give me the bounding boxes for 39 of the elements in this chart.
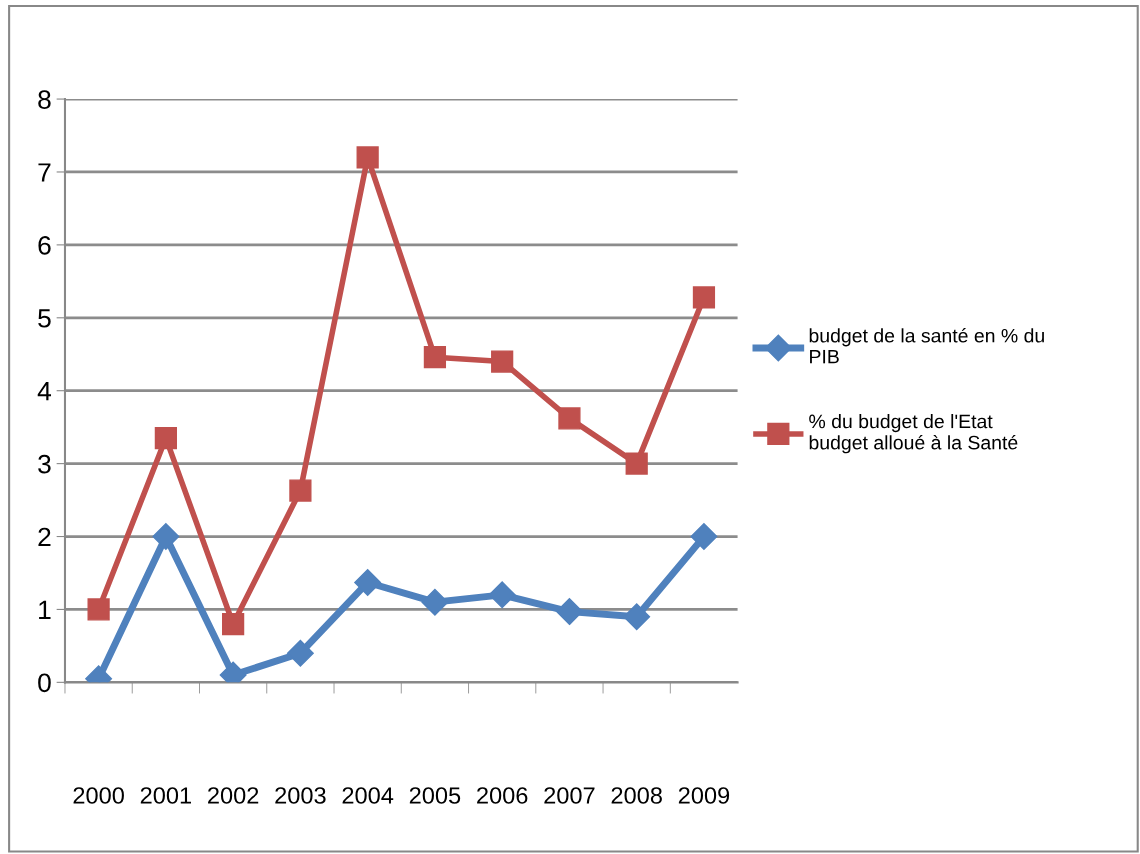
y-tick-label: 4 xyxy=(37,382,52,401)
y-tick-label: 1 xyxy=(39,600,51,619)
x-tick-label: 2000 xyxy=(73,787,124,804)
y-tick-label: 0 xyxy=(38,673,51,693)
point xyxy=(152,523,180,550)
point xyxy=(154,426,177,450)
y-tick-label: 2 xyxy=(38,527,51,547)
point xyxy=(625,452,648,475)
x-tick-label: 2002 xyxy=(208,787,259,804)
point xyxy=(690,523,718,550)
x-tick-label: 2008 xyxy=(611,787,662,804)
point xyxy=(423,346,447,369)
x-tick-label: 2009 xyxy=(678,787,730,804)
y-tick-label: 6 xyxy=(38,236,51,255)
point xyxy=(623,603,651,631)
point xyxy=(356,146,379,169)
point xyxy=(222,612,245,636)
legend-label: budget de la santé en % du PIB xyxy=(809,328,1044,364)
x-tick-label: 2005 xyxy=(409,787,461,804)
legend-label: % du budget de l'Etat budget alloué à la Santé xyxy=(809,414,1018,454)
point xyxy=(488,581,516,609)
x-tick-label: 2001 xyxy=(140,787,191,804)
x-tick-label: 2004 xyxy=(342,787,394,804)
y-tick-label: 3 xyxy=(38,454,51,474)
point xyxy=(354,568,382,596)
y-tick-label: 8 xyxy=(38,90,51,109)
point xyxy=(555,598,583,626)
point xyxy=(491,350,514,373)
y-tick-label: 7 xyxy=(38,163,51,182)
y-tick-label: 5 xyxy=(38,309,51,328)
x-tick-label: 2006 xyxy=(477,787,528,804)
point xyxy=(421,588,449,616)
point xyxy=(558,407,581,430)
point xyxy=(286,639,314,667)
x-tick-label: 2003 xyxy=(275,787,326,804)
x-tick-label: 2007 xyxy=(544,787,595,804)
point xyxy=(692,286,716,309)
point xyxy=(289,479,312,502)
point xyxy=(87,598,110,621)
